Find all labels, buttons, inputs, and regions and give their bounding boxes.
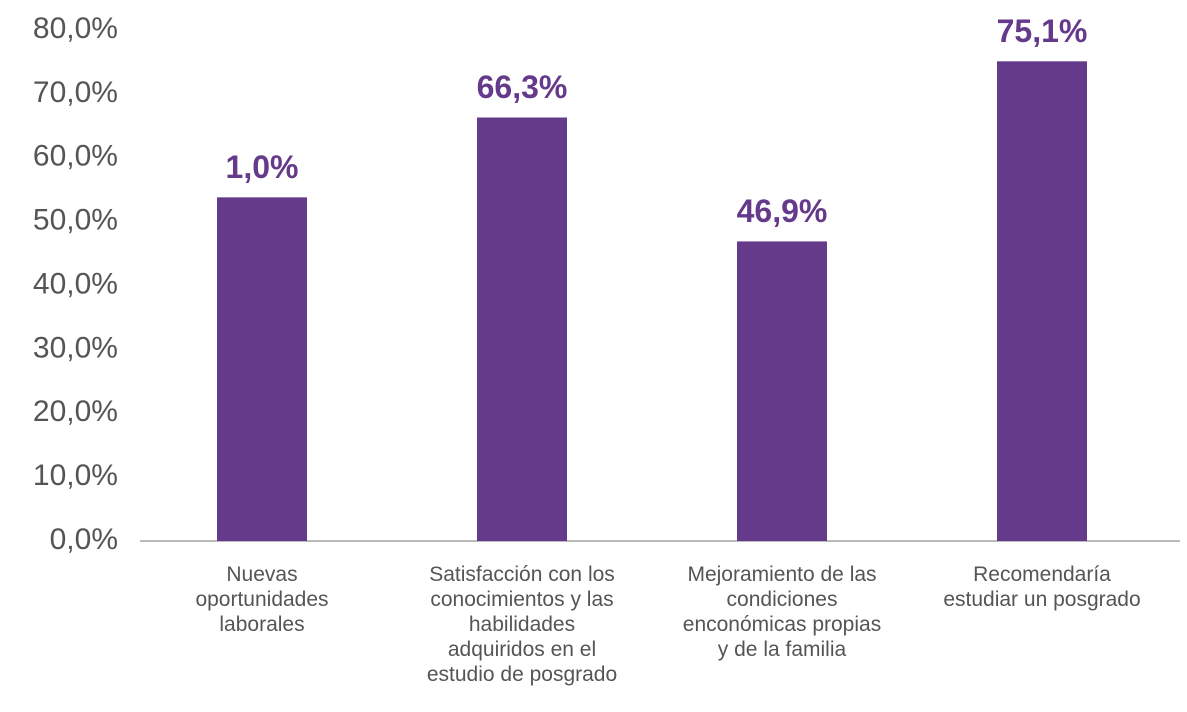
y-tick-label: 10,0% xyxy=(33,459,118,492)
bar xyxy=(997,61,1087,541)
y-tick-label: 50,0% xyxy=(33,204,118,237)
x-tick-label: Recomendaría estudiar un posgrado xyxy=(943,563,1141,611)
y-tick-label: 60,0% xyxy=(33,140,118,173)
y-tick-label: 0,0% xyxy=(50,523,118,556)
bar xyxy=(477,117,567,541)
x-tick-label: Nuevas oportunidades laborales xyxy=(195,563,329,636)
y-tick-label: 40,0% xyxy=(33,267,118,300)
data-label: 75,1% xyxy=(997,13,1088,49)
y-tick-label: 80,0% xyxy=(33,12,118,45)
data-label: 1,0% xyxy=(226,149,299,185)
data-label: 66,3% xyxy=(477,69,568,105)
bar xyxy=(737,241,827,541)
bar xyxy=(217,197,307,542)
data-label: 46,9% xyxy=(737,193,828,229)
x-tick-label: Satisfacción con los conocimientos y las… xyxy=(426,563,618,686)
y-tick-label: 30,0% xyxy=(33,331,118,364)
y-tick-label: 20,0% xyxy=(33,395,118,428)
x-tick-label: Mejoramiento de las condiciones enconómi… xyxy=(682,563,882,661)
y-tick-label: 70,0% xyxy=(33,76,118,109)
